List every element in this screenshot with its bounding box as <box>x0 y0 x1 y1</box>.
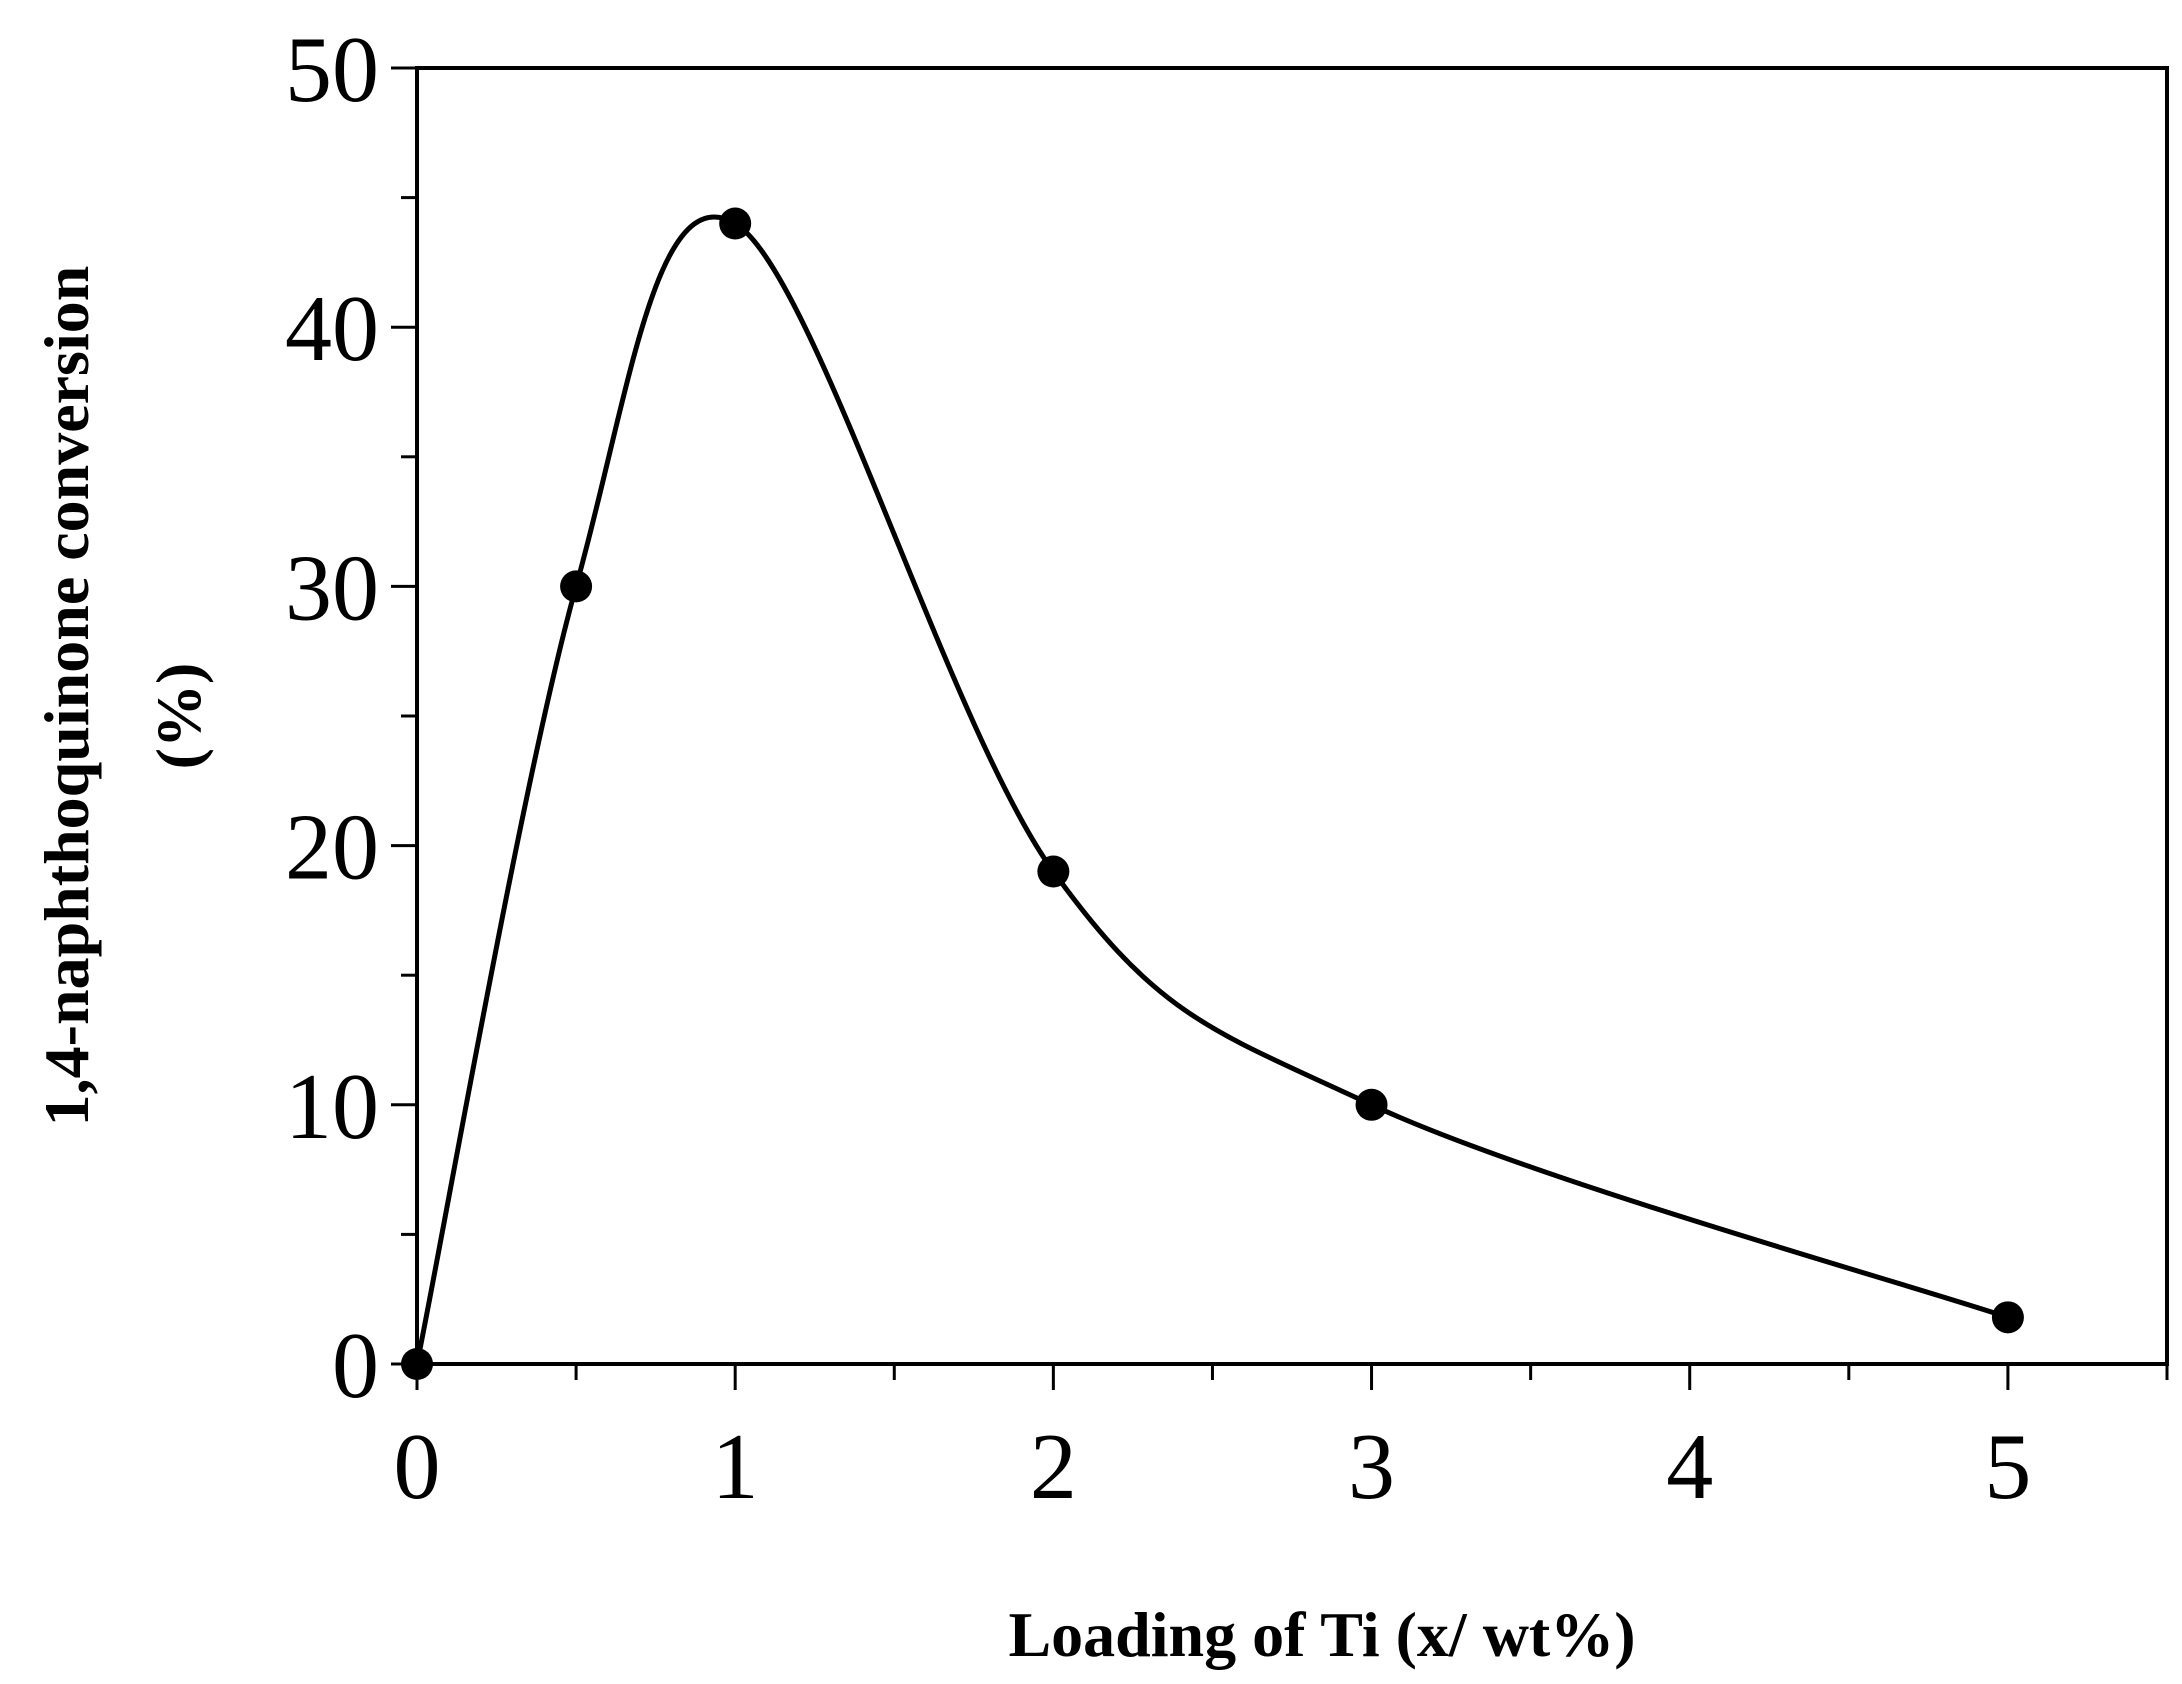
y-tick-label: 30 <box>285 536 379 640</box>
ticks <box>391 66 2169 1390</box>
y-axis-label-line-2: (%) <box>143 663 214 770</box>
y-tick-label: 0 <box>332 1314 379 1418</box>
y-tick-label: 50 <box>285 18 379 122</box>
y-tick-label: 20 <box>285 796 379 900</box>
y-axis-label-line-1: 1,4-naphthoquinone conversion <box>31 266 102 1127</box>
x-tick-label: 5 <box>1984 1415 2031 1519</box>
data-point <box>1355 1088 1388 1121</box>
x-tick-label: 3 <box>1348 1415 1395 1519</box>
y-tick-label: 10 <box>285 1055 379 1159</box>
series-curve <box>414 214 2009 1365</box>
y-axis-label: 1,4-naphthoquinone conversion (%) <box>31 266 214 1127</box>
x-tick-label: 1 <box>712 1415 759 1519</box>
y-tick-label: 40 <box>285 277 379 381</box>
x-tick-label: 0 <box>394 1415 441 1519</box>
data-points <box>401 207 2024 1380</box>
x-tick-label: 2 <box>1030 1415 1077 1519</box>
data-point <box>401 1348 433 1380</box>
data-point <box>560 570 593 603</box>
data-point <box>719 207 752 240</box>
data-point <box>1037 855 1070 888</box>
x-axis-label: Loading of Ti (x/ wt%) <box>1008 1599 1635 1670</box>
x-tick-label: 4 <box>1666 1415 1713 1519</box>
plot-frame <box>415 66 2169 1366</box>
data-point <box>1991 1301 2024 1334</box>
